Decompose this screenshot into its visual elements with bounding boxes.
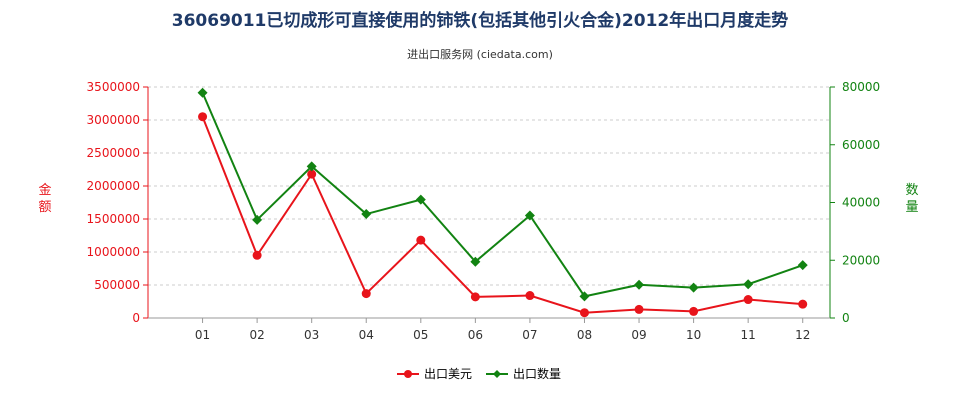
quantity-data-point (743, 279, 754, 290)
x-tick-label: 08 (577, 328, 592, 342)
left-tick-label: 2000000 (87, 179, 140, 193)
usd-data-point (307, 169, 317, 179)
legend-usd-label: 出口美元 (424, 367, 472, 381)
x-tick-label: 10 (686, 328, 701, 342)
right-tick-label: 20000 (842, 253, 880, 267)
left-axis-title: 金额 (38, 182, 51, 215)
legend-usd-marker (404, 370, 412, 378)
left-tick-label: 3000000 (87, 113, 140, 127)
quantity-data-point (197, 87, 208, 98)
x-tick-label: 12 (795, 328, 810, 342)
chart-title: 36069011已切成形可直接使用的铈铁(包括其他引火合金)2012年出口月度走… (171, 11, 789, 31)
usd-data-point (579, 308, 589, 318)
x-tick-label: 11 (741, 328, 756, 342)
usd-data-point (689, 306, 699, 316)
right-tick-label: 60000 (842, 138, 880, 152)
x-tick-label: 07 (522, 328, 537, 342)
usd-series-line (201, 116, 803, 314)
usd-data-point (252, 250, 262, 260)
right-tick-label: 0 (842, 311, 850, 325)
quantity-series-line (201, 92, 804, 298)
quantity-data-point (361, 209, 372, 220)
quantity-data-point (579, 291, 590, 302)
chart-subtitle: 进出口服务网 (ciedata.com) (407, 48, 553, 61)
quantity-data-point (470, 256, 481, 267)
quantity-data-point (634, 279, 645, 290)
usd-data-point (743, 295, 753, 305)
usd-data-point (634, 304, 644, 314)
quantity-data-point (415, 194, 426, 205)
quantity-data-point (524, 210, 535, 221)
usd-data-point (798, 299, 808, 309)
left-tick-label: 1500000 (87, 212, 140, 226)
quantity-data-point (252, 214, 263, 225)
usd-data-point (470, 292, 480, 302)
right-tick-label: 80000 (842, 80, 880, 94)
right-tick-label: 40000 (842, 196, 880, 210)
x-tick-label: 09 (631, 328, 646, 342)
quantity-data-point (797, 260, 808, 271)
legend-quantity-label: 出口数量 (513, 366, 561, 381)
left-tick-label: 1000000 (87, 245, 140, 259)
x-tick-label: 03 (304, 328, 319, 342)
usd-data-point (416, 235, 426, 245)
left-tick-label: 500000 (94, 278, 140, 292)
left-tick-label: 2500000 (87, 146, 140, 160)
right-axis-title: 数量 (905, 183, 918, 215)
left-tick-label: 3500000 (87, 80, 140, 94)
x-tick-label: 01 (195, 328, 210, 342)
usd-data-point (198, 112, 208, 122)
legend-quantity-marker (493, 370, 501, 378)
x-tick-label: 06 (468, 328, 483, 342)
quantity-data-point (306, 161, 317, 172)
quantity-data-point (688, 282, 699, 293)
usd-data-point (525, 291, 535, 301)
usd-data-point (361, 289, 371, 299)
x-tick-label: 05 (413, 328, 428, 342)
x-tick-label: 02 (249, 328, 264, 342)
x-tick-label: 04 (359, 328, 374, 342)
left-tick-label: 0 (132, 311, 140, 325)
